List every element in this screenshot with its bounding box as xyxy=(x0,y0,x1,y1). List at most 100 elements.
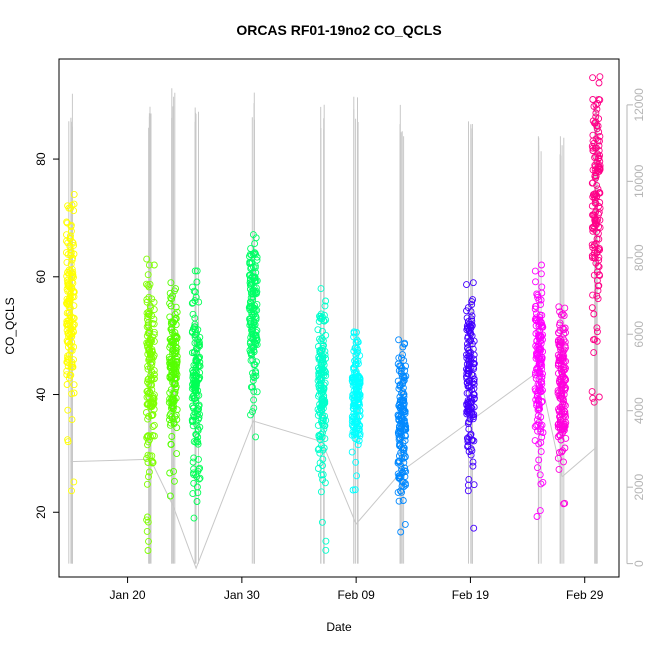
co-point xyxy=(322,546,330,554)
co-point xyxy=(592,109,600,117)
co-point xyxy=(315,355,323,363)
co-point xyxy=(250,404,258,412)
y-tick-label: 60 xyxy=(34,270,48,284)
co-point xyxy=(65,281,73,289)
co-point xyxy=(538,321,546,329)
co-point xyxy=(354,396,362,404)
co-point xyxy=(191,323,199,331)
co-point xyxy=(402,432,409,440)
co-point xyxy=(167,386,175,394)
co-point xyxy=(396,435,404,443)
co-point xyxy=(533,513,541,520)
co-point xyxy=(196,342,203,350)
co-point xyxy=(395,367,403,375)
co-point xyxy=(536,471,544,479)
co-point xyxy=(595,393,603,401)
co-point xyxy=(555,465,563,473)
co-point xyxy=(531,437,539,445)
co-point xyxy=(560,458,567,466)
co-point xyxy=(189,490,197,498)
co-point xyxy=(144,441,151,449)
co-point xyxy=(463,281,470,289)
co-point xyxy=(349,486,357,494)
co-point xyxy=(147,372,155,380)
co-point xyxy=(68,201,76,209)
co-point xyxy=(561,304,569,312)
co-point xyxy=(354,441,362,449)
co-point xyxy=(248,383,256,391)
co-series-2016-01-24 xyxy=(165,279,181,500)
co-point xyxy=(322,355,330,362)
co-point xyxy=(354,393,362,401)
co-point xyxy=(593,125,601,133)
co-point xyxy=(190,395,198,403)
co-point xyxy=(464,481,472,489)
co-point xyxy=(150,351,158,359)
co-point xyxy=(168,401,176,409)
co-point xyxy=(538,311,546,319)
co-point xyxy=(250,387,258,395)
co-point xyxy=(538,365,546,373)
co-point xyxy=(588,304,596,312)
co-point xyxy=(464,370,472,378)
co-point xyxy=(188,328,196,336)
co-point xyxy=(349,382,357,390)
co-point xyxy=(195,341,203,349)
co-point xyxy=(148,381,156,389)
co-point xyxy=(592,101,600,109)
co-point xyxy=(191,314,199,322)
co-point xyxy=(150,261,158,269)
x-tick-label: Jan 30 xyxy=(224,588,260,602)
co-point xyxy=(252,312,260,320)
co-point xyxy=(463,307,470,315)
co-point xyxy=(468,447,476,455)
co-point xyxy=(596,189,604,197)
co-point xyxy=(253,358,260,366)
co-point xyxy=(143,296,151,304)
co-point xyxy=(144,311,152,318)
co-point xyxy=(589,74,597,82)
co-point xyxy=(531,423,539,431)
co-point xyxy=(561,499,569,507)
co-point xyxy=(322,372,330,380)
co-point xyxy=(246,346,254,354)
co-point xyxy=(143,480,151,488)
co-point xyxy=(252,368,260,375)
co-point xyxy=(535,456,543,464)
co-point xyxy=(595,263,603,271)
co-point xyxy=(533,290,541,298)
co-point xyxy=(562,434,570,442)
co-point xyxy=(68,390,76,398)
co-point xyxy=(397,528,405,536)
co-point xyxy=(315,353,323,361)
co-point xyxy=(148,457,156,465)
co-point xyxy=(588,241,596,249)
co-point xyxy=(467,308,475,316)
co-point xyxy=(145,355,153,363)
co-point xyxy=(191,380,199,388)
co-point xyxy=(143,432,151,440)
co-point xyxy=(560,312,568,320)
co-point xyxy=(170,420,178,428)
co-point xyxy=(316,335,323,343)
co-point xyxy=(590,271,598,279)
co-point xyxy=(65,309,73,316)
co-point xyxy=(249,293,257,301)
co-point xyxy=(594,165,602,173)
co-point xyxy=(469,296,477,304)
co-point xyxy=(148,337,156,345)
co-point xyxy=(469,279,477,287)
co-point xyxy=(594,295,602,303)
co-point xyxy=(68,416,76,424)
co-point xyxy=(252,250,260,258)
co-point xyxy=(190,514,198,522)
co-point xyxy=(314,326,322,334)
co-point xyxy=(168,358,176,365)
co-point xyxy=(143,255,151,263)
co-point xyxy=(64,362,72,370)
co-point xyxy=(247,271,255,279)
co-point xyxy=(63,237,70,245)
co-point xyxy=(596,96,604,104)
co-point xyxy=(320,384,328,392)
co-point xyxy=(535,296,543,304)
